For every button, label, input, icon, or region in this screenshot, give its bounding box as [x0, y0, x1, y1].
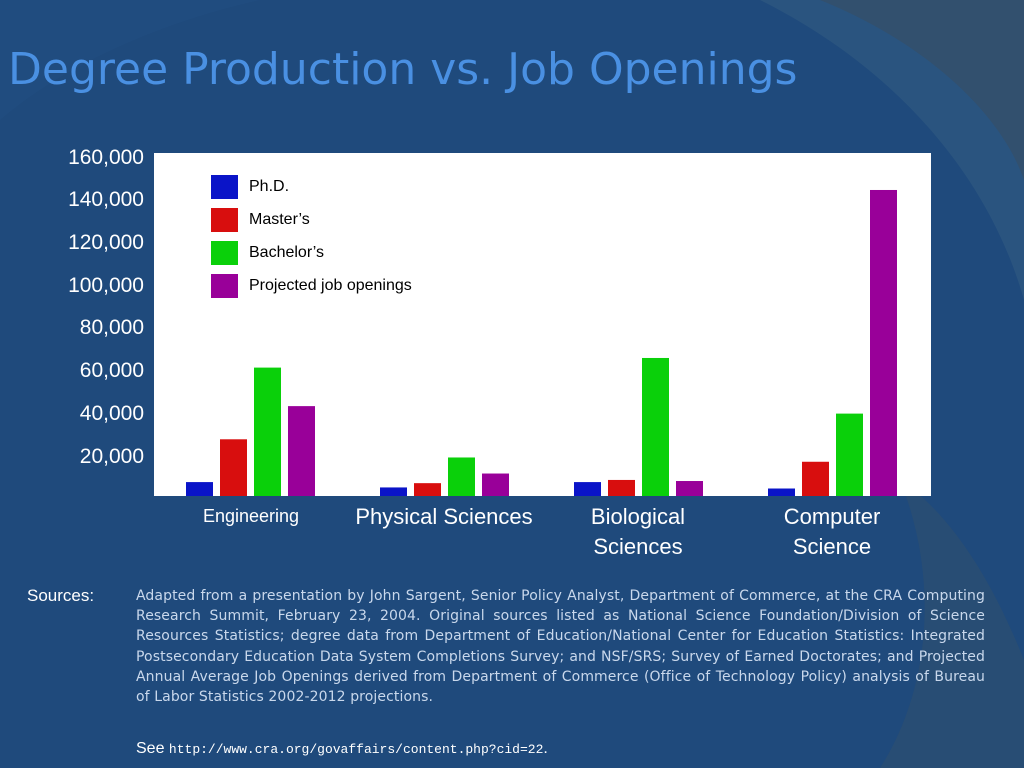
bar-job-openings-1 — [482, 473, 509, 496]
bar-masters-0 — [220, 439, 247, 496]
legend-item-bachelors: Bachelor’s — [211, 241, 412, 265]
y-tick-label: 140,000 — [68, 188, 144, 211]
y-tick-label: 60,000 — [79, 359, 144, 382]
legend-label-bachelors: Bachelor’s — [249, 244, 325, 261]
legend-swatch-masters — [211, 208, 238, 232]
bar-chart — [186, 189, 897, 496]
legend-label-job-openings: Projected job openings — [249, 277, 412, 294]
bar-job-openings-0 — [288, 406, 315, 496]
see-prefix: See — [136, 740, 165, 757]
see-line: See http://www.cra.org/govaffairs/conten… — [136, 740, 548, 758]
bar-bachelors-2 — [642, 357, 669, 496]
bar-phd-0 — [186, 482, 213, 496]
page-title: Degree Production vs. Job Openings — [8, 44, 798, 95]
category-label-computer-science: Computer Science — [756, 502, 908, 562]
bar-phd-1 — [380, 487, 407, 496]
category-label-line: Computer — [783, 504, 881, 529]
legend-swatch-job-openings — [211, 274, 238, 298]
category-label-line: Physical Sciences — [355, 504, 533, 529]
category-label-line: Engineering — [202, 506, 300, 526]
legend-item-job-openings: Projected job openings — [211, 274, 412, 298]
category-label-biological-sciences: Biological Sciences — [562, 502, 714, 562]
chart-legend: Ph.D. Master’s Bachelor’s Projected job … — [211, 175, 412, 307]
bar-bachelors-1 — [448, 457, 475, 496]
category-label-engineering: Engineering — [180, 505, 322, 527]
legend-label-masters: Master’s — [249, 211, 310, 228]
y-tick-label: 120,000 — [68, 231, 144, 254]
bar-job-openings-3 — [870, 189, 897, 496]
bar-masters-1 — [414, 483, 441, 496]
chart-plot-area: Ph.D. Master’s Bachelor’s Projected job … — [154, 153, 931, 496]
legend-item-phd: Ph.D. — [211, 175, 412, 199]
legend-swatch-bachelors — [211, 241, 238, 265]
sources-label: Sources: — [27, 586, 95, 605]
bar-job-openings-2 — [676, 481, 703, 496]
bar-masters-3 — [802, 461, 829, 496]
source-url-link[interactable]: http://www.cra.org/govaffairs/content.ph… — [168, 742, 544, 757]
legend-swatch-phd — [211, 175, 238, 199]
bar-bachelors-0 — [254, 367, 281, 496]
see-suffix: . — [543, 740, 548, 757]
bar-phd-2 — [574, 482, 601, 496]
y-tick-label: 20,000 — [79, 445, 144, 468]
category-label-line: Biological — [590, 504, 686, 529]
legend-item-masters: Master’s — [211, 208, 412, 232]
category-label-line: Sciences — [593, 534, 683, 559]
category-label-physical-sciences: Physical Sciences — [334, 502, 554, 532]
legend-label-phd: Ph.D. — [249, 178, 290, 195]
bar-phd-3 — [768, 488, 795, 496]
y-tick-label: 100,000 — [68, 274, 144, 297]
bar-masters-2 — [608, 479, 635, 496]
y-tick-label: 160,000 — [68, 146, 144, 169]
sources-text: Adapted from a presentation by John Sarg… — [136, 588, 985, 706]
category-label-line: Science — [792, 534, 872, 559]
bar-bachelors-3 — [836, 413, 863, 496]
y-tick-label: 80,000 — [79, 316, 144, 339]
y-tick-label: 40,000 — [79, 402, 144, 425]
